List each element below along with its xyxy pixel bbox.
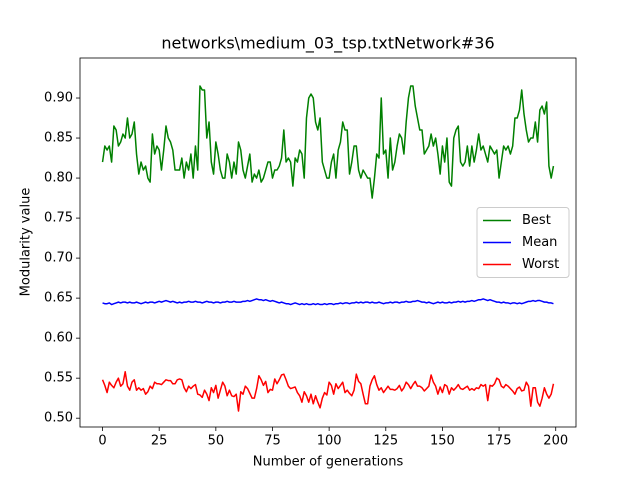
legend: Best Mean Worst	[476, 207, 570, 278]
y-tick-label: 0.75	[44, 211, 73, 226]
x-tick-label: 0	[98, 434, 106, 449]
x-tick-label: 75	[264, 434, 281, 449]
x-axis-label: Number of generations	[253, 455, 404, 470]
x-tick-label: 50	[208, 434, 225, 449]
y-tick-label: 0.50	[44, 411, 73, 426]
x-tick-label: 175	[487, 434, 512, 449]
legend-label: Best	[522, 213, 551, 228]
x-tick-label: 200	[543, 434, 568, 449]
y-axis-label: Modularity value	[19, 188, 34, 297]
line-series	[101, 85, 555, 199]
line-series	[102, 298, 554, 306]
line-series	[101, 371, 555, 412]
legend-box	[476, 207, 570, 278]
x-tick-label: 125	[373, 434, 398, 449]
y-tick-label: 0.80	[44, 171, 73, 186]
y-tick-label: 0.60	[44, 331, 73, 346]
x-tick-label: 25	[151, 434, 168, 449]
y-tick-label: 0.55	[44, 371, 73, 386]
x-tick-label: 150	[430, 434, 455, 449]
y-tick-label: 0.85	[44, 131, 73, 146]
y-tick-label: 0.65	[44, 291, 73, 306]
y-tick-label: 0.70	[44, 251, 73, 266]
plot-frame	[79, 57, 577, 428]
x-tick-label: 100	[317, 434, 342, 449]
legend-label: Mean	[522, 235, 557, 250]
legend-label: Worst	[522, 257, 559, 272]
chart-title: networks\medium_03_tsp.txtNetwork#36	[161, 34, 494, 54]
y-tick-label: 0.90	[44, 91, 73, 106]
